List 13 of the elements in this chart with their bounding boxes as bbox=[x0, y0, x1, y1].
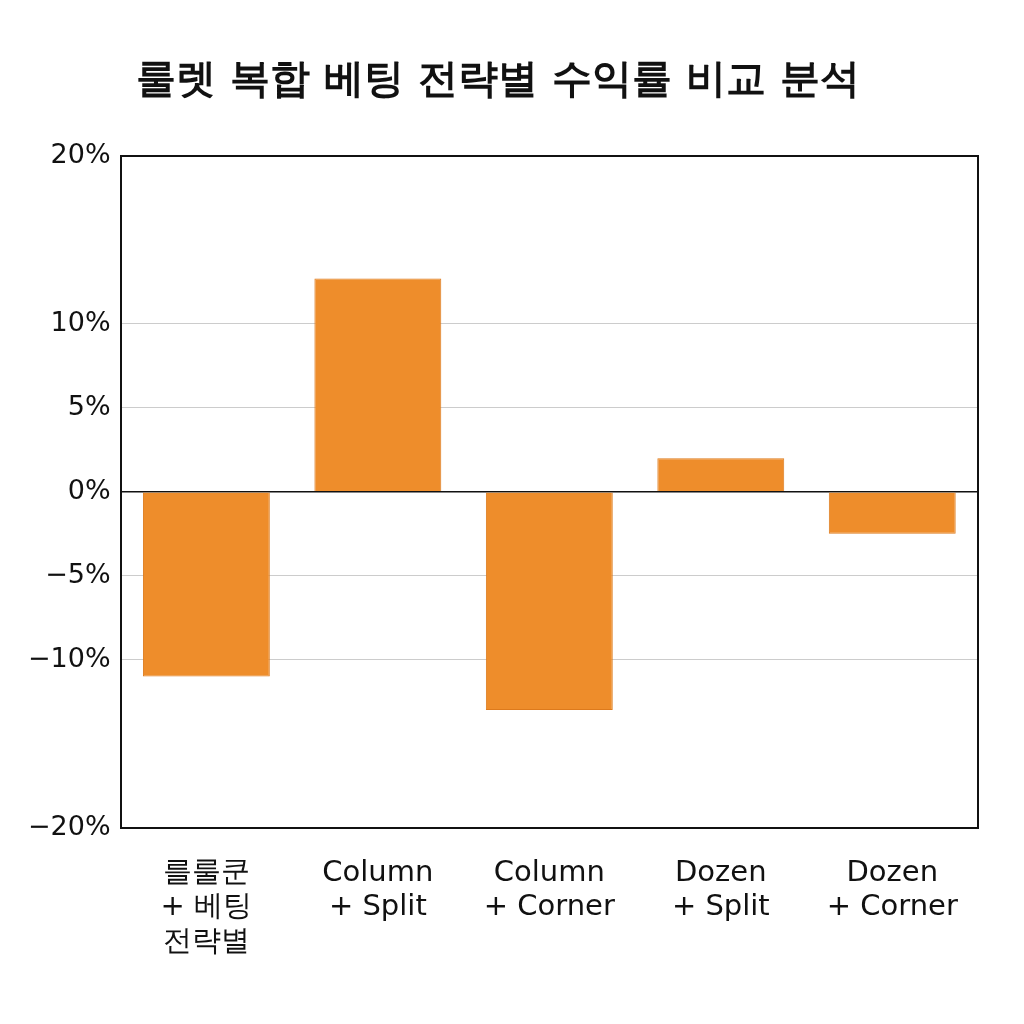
chart-title: 룰렛 복합 베팅 전략별 수익률 비교 분석 bbox=[136, 55, 860, 102]
x-tick-label: Dozen + Corner bbox=[826, 853, 958, 923]
x-tick-label: Column + Corner bbox=[483, 853, 615, 923]
y-tick-label: 5% bbox=[67, 389, 111, 421]
y-tick-label: −5% bbox=[45, 557, 111, 589]
y-tick-label: 0% bbox=[67, 473, 111, 505]
y-tick-label: 10% bbox=[50, 305, 111, 337]
x-tick-label: 를룰쿤 + 베팅 전략별 bbox=[160, 853, 253, 958]
x-tick-label: Column + Split bbox=[322, 853, 434, 923]
x-tick-label: Dozen + Split bbox=[671, 853, 770, 923]
y-tick-label: −10% bbox=[27, 641, 111, 673]
y-tick-label: −20% bbox=[27, 809, 111, 841]
y-tick-label: 20% bbox=[50, 138, 111, 170]
